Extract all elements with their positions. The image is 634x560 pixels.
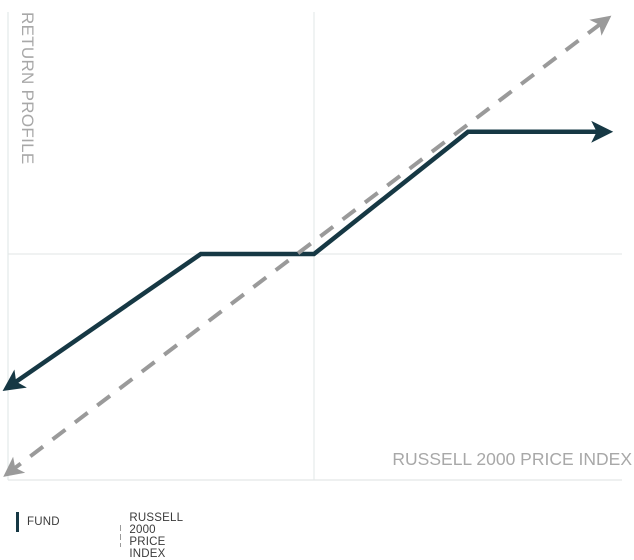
legend-item-index: RUSSELL 2000 PRICE INDEX xyxy=(120,512,185,560)
x-axis-label: RUSSELL 2000 PRICE INDEX xyxy=(392,449,632,469)
legend-item-fund: FUND xyxy=(16,512,60,532)
line-chart xyxy=(2,12,622,481)
series-line-russell-2000-price-index xyxy=(3,15,612,477)
legend-label-fund: FUND xyxy=(27,516,60,528)
series-line-fund xyxy=(2,120,614,392)
y-axis-label: RETURN PROFILE xyxy=(18,12,37,165)
legend-swatch-fund xyxy=(16,512,19,532)
legend-label-index: RUSSELL 2000 PRICE INDEX xyxy=(129,512,183,560)
legend-swatch-index xyxy=(120,525,122,547)
